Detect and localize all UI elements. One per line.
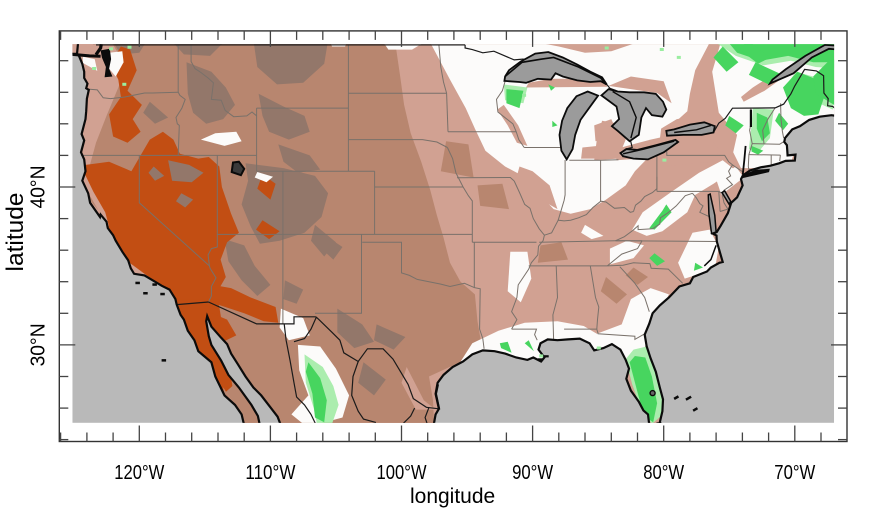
svg-text:110°W: 110°W [245,461,296,484]
svg-text:100°W: 100°W [377,461,428,484]
svg-text:30°N: 30°N [27,323,50,366]
svg-text:120°W: 120°W [114,461,165,484]
svg-text:90°W: 90°W [512,461,554,484]
svg-text:longitude: longitude [410,485,495,508]
svg-text:latitude: latitude [2,192,29,271]
svg-text:70°W: 70°W [774,461,816,484]
svg-text:80°W: 80°W [643,461,685,484]
svg-text:40°N: 40°N [27,166,50,209]
